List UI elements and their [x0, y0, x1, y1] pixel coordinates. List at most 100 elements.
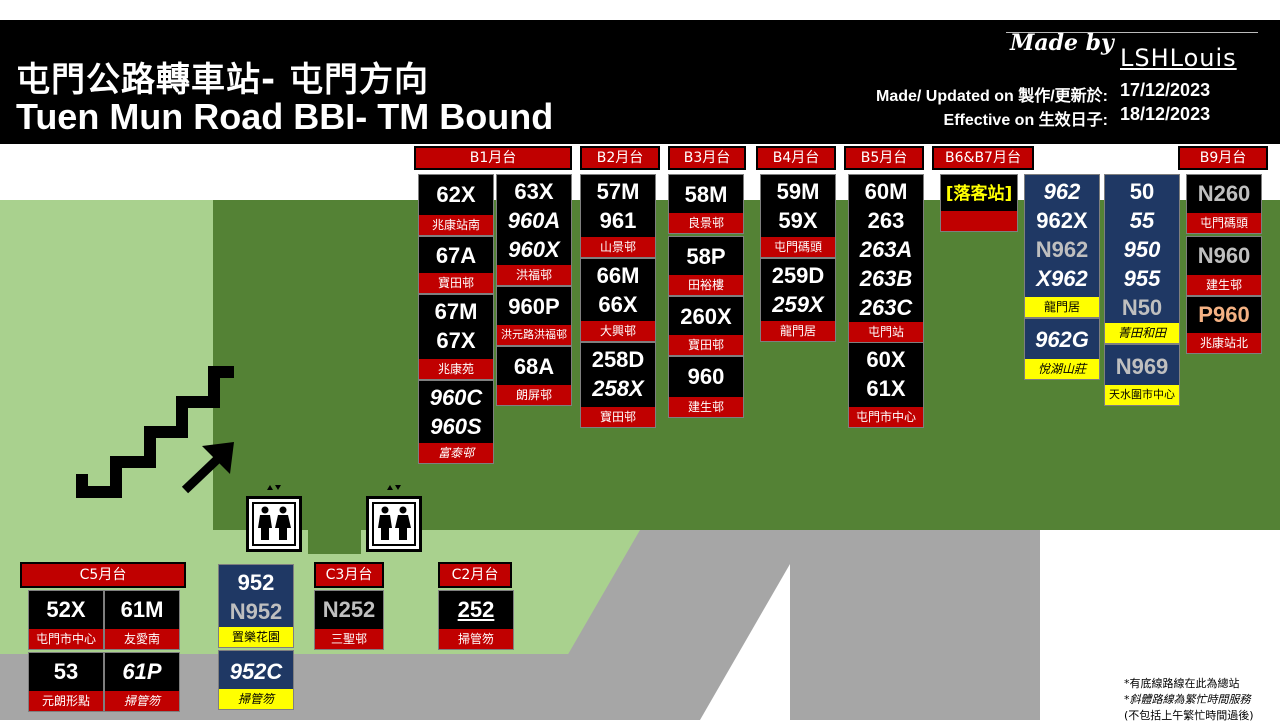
route-destination: 寶田邨	[669, 335, 743, 355]
route-number: 53	[53, 659, 79, 684]
route-destination: 良景邨	[669, 213, 743, 233]
lift-icon	[246, 484, 302, 552]
route-card-b1-68a[interactable]: 68A 朗屏邨	[496, 346, 572, 406]
route-card-b9-n960[interactable]: N960 建生邨	[1186, 236, 1262, 296]
lift-icon-graphic	[246, 485, 302, 552]
route-number: 960P	[508, 294, 560, 319]
route-card-b6-962g[interactable]: 962G 悅湖山莊	[1024, 318, 1100, 380]
route-number: 263C	[859, 295, 913, 320]
route-card-b3-58p[interactable]: 58P 田裕樓	[668, 236, 744, 296]
route-number: 67M	[434, 299, 478, 324]
route-destination: 朗屏邨	[497, 385, 571, 405]
route-card-b7-50[interactable]: 50 55 950 955 N50 菁田和田	[1104, 174, 1180, 344]
route-card-b6-962[interactable]: 962 962X N962 X962 龍門居	[1024, 174, 1100, 318]
route-destination: 龍門居	[761, 321, 835, 341]
route-card-b1-62x[interactable]: 62X 兆康站南	[418, 174, 494, 236]
route-destination: 兆康苑	[419, 359, 493, 379]
route-number: 59X	[778, 208, 818, 233]
route-card-b2-258d[interactable]: 258D 258X 寶田邨	[580, 342, 656, 428]
route-card-b1-960p[interactable]: 960P 洪元路洪福邨	[496, 286, 572, 346]
route-number: 57M	[596, 179, 640, 204]
route-number: 52X	[46, 597, 86, 622]
route-card-c3-n252[interactable]: N252 三聖邨	[314, 590, 384, 650]
route-destination: 田裕樓	[669, 275, 743, 295]
route-destination: 三聖邨	[315, 629, 383, 649]
route-destination: 洪福邨	[497, 265, 571, 285]
route-card-b3-960[interactable]: 960 建生邨	[668, 356, 744, 418]
author-divider	[1006, 32, 1258, 33]
route-card-b5-60x[interactable]: 60X 61X 屯門市中心	[848, 342, 924, 428]
platform-label-c3: C3月台	[314, 562, 384, 588]
route-number: 61P	[122, 659, 162, 684]
route-card-b3-58m[interactable]: 58M 良景邨	[668, 174, 744, 234]
route-card-c5-53[interactable]: 53 元朗形點	[28, 652, 104, 712]
route-destination: 屯門碼頭	[761, 237, 835, 257]
effective-label: Effective on 生效日子:	[943, 112, 1108, 129]
route-number: 263B	[859, 266, 913, 291]
route-card-b3-260x[interactable]: 260X 寶田邨	[668, 296, 744, 356]
made-by-label: Made by	[1010, 30, 1114, 56]
page-title-en: Tuen Mun Road BBI- TM Bound	[16, 96, 554, 137]
route-number: 68A	[513, 354, 555, 379]
route-card-b1-67m[interactable]: 67M 67X 兆康苑	[418, 294, 494, 380]
route-destination: 屯門站	[849, 322, 923, 342]
route-destination: 兆康站南	[419, 215, 493, 235]
route-destination: 元朗形點	[29, 691, 103, 711]
route-card-c4-952c[interactable]: 952C 掃管笏	[218, 650, 294, 710]
alight-stop-bar	[941, 211, 1017, 231]
route-card-b1-67a[interactable]: 67A 寶田邨	[418, 236, 494, 294]
route-card-b9-n260[interactable]: N260 屯門碼頭	[1186, 174, 1262, 234]
route-number: 960	[687, 364, 725, 389]
route-card-c2-252[interactable]: 252 掃管笏	[438, 590, 514, 650]
route-number: 952	[237, 570, 275, 595]
route-card-b5-60m[interactable]: 60M 263 263A 263B 263C 屯門站	[848, 174, 924, 342]
road-diag2	[700, 564, 790, 720]
route-number: 60M	[864, 179, 908, 204]
note-exclusion: (不包括上午繁忙時間過後)	[1124, 709, 1254, 722]
stairs-arrow-head	[202, 442, 234, 474]
route-number: 962G	[1035, 327, 1089, 352]
route-destination: 掃管笏	[219, 689, 293, 709]
route-number: 950	[1123, 237, 1161, 262]
route-number: 962	[1043, 179, 1081, 204]
route-number: 55	[1129, 208, 1155, 233]
route-number: 50	[1129, 179, 1155, 204]
route-card-b2-57m[interactable]: 57M 961 山景邨	[580, 174, 656, 258]
route-card-b4-259d[interactable]: 259D 259X 龍門居	[760, 258, 836, 342]
route-destination: 友愛南	[105, 629, 179, 649]
route-destination: 屯門碼頭	[1187, 213, 1261, 233]
route-card-c5-61p[interactable]: 61P 掃管笏	[104, 652, 180, 712]
route-number: 58P	[686, 244, 726, 269]
note-terminus: *有底線路線在此為總站	[1124, 677, 1240, 690]
route-number: 62X	[436, 182, 476, 207]
route-card-b1-63x[interactable]: 63X 960A 960X 洪福邨	[496, 174, 572, 286]
route-number: N260	[1197, 181, 1251, 206]
route-number: 258X	[592, 376, 644, 401]
route-number: 61M	[120, 597, 164, 622]
route-destination: 掃管笏	[105, 691, 179, 711]
route-destination: 建生邨	[669, 397, 743, 417]
route-destination: 山景邨	[581, 237, 655, 257]
route-number: 61X	[866, 376, 906, 401]
route-card-b4-59m[interactable]: 59M 59X 屯門碼頭	[760, 174, 836, 258]
route-destination: 掃管笏	[439, 629, 513, 649]
route-card-b2-66m[interactable]: 66M 66X 大興邨	[580, 258, 656, 342]
route-number: 58M	[684, 182, 728, 207]
route-card-b7-n969[interactable]: N969 天水圍市中心	[1104, 344, 1180, 406]
route-card-c5-61m[interactable]: 61M 友愛南	[104, 590, 180, 650]
route-number: 252	[457, 597, 495, 622]
route-number: P960	[1198, 302, 1250, 327]
route-number: 960C	[429, 385, 483, 410]
route-number: 955	[1123, 266, 1161, 291]
route-destination: 菁田和田	[1105, 323, 1179, 343]
platform-label-b9: B9月台	[1178, 146, 1268, 170]
route-card-c5-52x[interactable]: 52X 屯門市中心	[28, 590, 104, 650]
route-card-b9-p960[interactable]: P960 兆康站北	[1186, 296, 1262, 354]
route-card-b1-960c[interactable]: 960C 960S 富泰邨	[418, 380, 494, 464]
route-number: 260X	[680, 304, 732, 329]
header-bar	[0, 20, 1280, 144]
route-destination: 置樂花園	[219, 627, 293, 647]
route-card-c4-952[interactable]: 952 N952 置樂花園	[218, 564, 294, 648]
route-number: 960X	[508, 237, 560, 262]
road-diagonal	[530, 530, 860, 720]
